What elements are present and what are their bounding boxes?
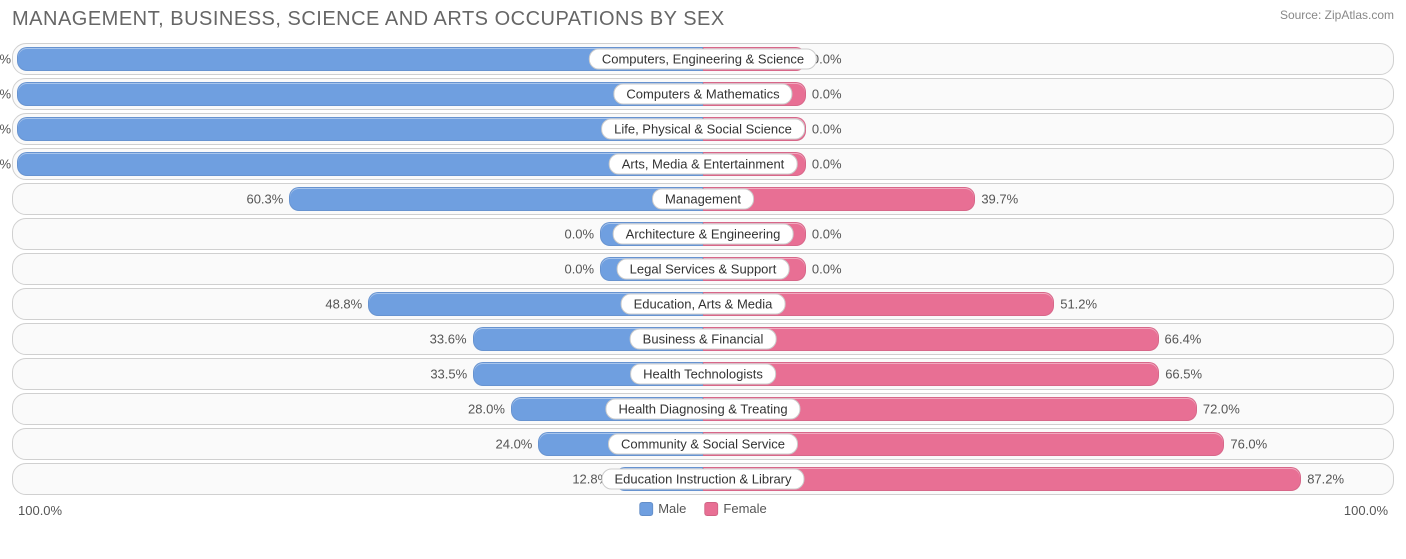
pct-male-label: 0.0% (564, 227, 594, 242)
category-label: Business & Financial (630, 329, 777, 350)
legend-item-male: Male (639, 501, 686, 516)
chart-row: 48.8% 51.2% Education, Arts & Media (12, 288, 1394, 320)
pct-male-label: 28.0% (468, 402, 505, 417)
pct-female-label: 0.0% (812, 262, 842, 277)
category-label: Education, Arts & Media (621, 294, 786, 315)
chart-row: 0.0% 0.0% Legal Services & Support (12, 253, 1394, 285)
chart-row: 12.8%87.2%Education Instruction & Librar… (12, 463, 1394, 495)
chart-footer: 100.0% Male Female 100.0% (12, 501, 1394, 523)
chart-row: 100.0%0.0%Life, Physical & Social Scienc… (12, 113, 1394, 145)
pct-female-label: 72.0% (1203, 402, 1240, 417)
pct-female-label: 76.0% (1230, 437, 1267, 452)
chart-row: 100.0%0.0%Arts, Media & Entertainment (12, 148, 1394, 180)
pct-male-label: 100.0% (0, 122, 11, 137)
legend-label-male: Male (658, 501, 686, 516)
chart-title: MANAGEMENT, BUSINESS, SCIENCE AND ARTS O… (12, 8, 725, 31)
pct-male-label: 60.3% (246, 192, 283, 207)
bar-male (289, 187, 703, 211)
bar-male (17, 82, 703, 106)
pct-male-label: 33.5% (430, 367, 467, 382)
chart-row: 60.3% 39.7% Management (12, 183, 1394, 215)
legend-label-female: Female (723, 501, 766, 516)
chart-row: 33.6% 66.4% Business & Financial (12, 323, 1394, 355)
pct-female-label: 66.4% (1165, 332, 1202, 347)
bar-male (17, 152, 703, 176)
pct-female-label: 51.2% (1060, 297, 1097, 312)
pct-female-label: 0.0% (812, 122, 842, 137)
chart-row: 24.0% 76.0% Community & Social Service (12, 428, 1394, 460)
legend-item-female: Female (704, 501, 766, 516)
pct-female-label: 66.5% (1165, 367, 1202, 382)
header: MANAGEMENT, BUSINESS, SCIENCE AND ARTS O… (12, 8, 1394, 31)
pct-male-label: 0.0% (564, 262, 594, 277)
chart-row: 28.0% 72.0% Health Diagnosing & Treating (12, 393, 1394, 425)
chart-row: 100.0%0.0%Computers & Mathematics (12, 78, 1394, 110)
category-label: Computers, Engineering & Science (589, 49, 817, 70)
pct-female-label: 87.2% (1307, 472, 1344, 487)
pct-male-label: 24.0% (496, 437, 533, 452)
legend-swatch-male (639, 502, 653, 516)
category-label: Architecture & Engineering (613, 224, 794, 245)
chart-row: 100.0%0.0%Computers, Engineering & Scien… (12, 43, 1394, 75)
category-label: Arts, Media & Entertainment (609, 154, 798, 175)
axis-left-label: 100.0% (18, 503, 62, 518)
category-label: Health Diagnosing & Treating (605, 399, 800, 420)
category-label: Education Instruction & Library (601, 469, 804, 490)
category-label: Life, Physical & Social Science (601, 119, 805, 140)
legend-swatch-female (704, 502, 718, 516)
pct-male-label: 100.0% (0, 52, 11, 67)
chart-area: 100.0%0.0%Computers, Engineering & Scien… (12, 43, 1394, 495)
category-label: Community & Social Service (608, 434, 798, 455)
bar-male (17, 117, 703, 141)
pct-female-label: 39.7% (981, 192, 1018, 207)
pct-female-label: 0.0% (812, 157, 842, 172)
chart-row: 33.5% 66.5% Health Technologists (12, 358, 1394, 390)
pct-male-label: 48.8% (325, 297, 362, 312)
category-label: Management (652, 189, 754, 210)
category-label: Legal Services & Support (617, 259, 790, 280)
axis-right-label: 100.0% (1344, 503, 1388, 518)
pct-female-label: 0.0% (812, 87, 842, 102)
pct-female-label: 0.0% (812, 227, 842, 242)
chart-row: 0.0% 0.0% Architecture & Engineering (12, 218, 1394, 250)
pct-male-label: 100.0% (0, 87, 11, 102)
category-label: Computers & Mathematics (613, 84, 792, 105)
source-label: Source: ZipAtlas.com (1280, 8, 1394, 22)
category-label: Health Technologists (630, 364, 776, 385)
pct-male-label: 100.0% (0, 157, 11, 172)
pct-male-label: 33.6% (430, 332, 467, 347)
legend: Male Female (639, 501, 767, 516)
